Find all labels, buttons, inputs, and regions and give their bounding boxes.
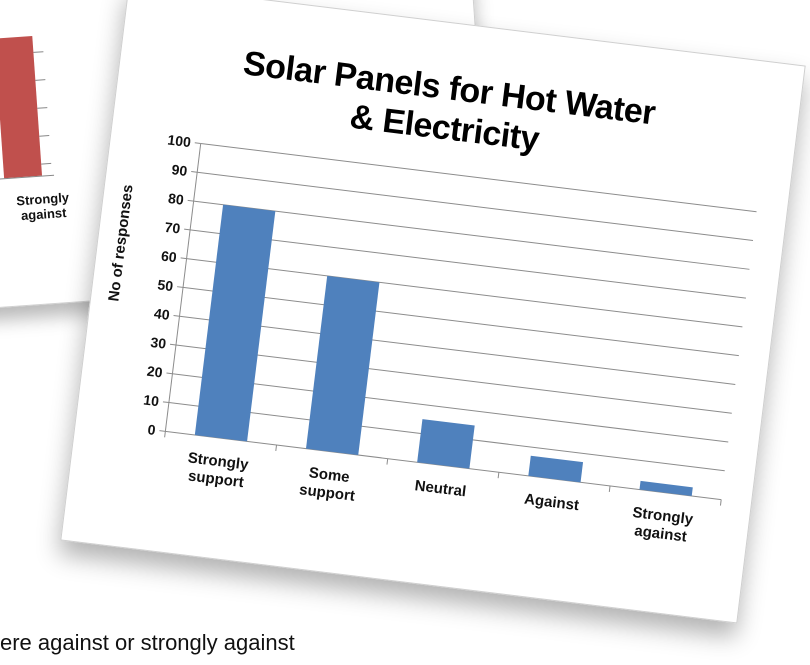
- y-gridline: [186, 258, 743, 328]
- y-tick-mark: [191, 171, 198, 173]
- y-tick-mark: [194, 142, 201, 144]
- slide-caption: ere against or strongly against: [0, 630, 295, 655]
- y-tick-mark: [184, 228, 191, 231]
- y-tick-label: 60: [160, 248, 178, 266]
- y-tick-mark: [173, 314, 180, 317]
- y-tick-label: 30: [150, 334, 168, 352]
- background-chart-gridline: [41, 162, 52, 165]
- x-tick-label-line: Some: [308, 464, 351, 486]
- bar: [639, 480, 693, 496]
- x-tick-mark: [608, 485, 611, 492]
- background-chart-bar: [0, 35, 43, 179]
- bar: [417, 419, 475, 469]
- y-tick-label: 0: [147, 421, 157, 438]
- y-tick-label: 20: [146, 363, 164, 381]
- y-tick-label: 40: [153, 305, 171, 323]
- bar: [528, 455, 584, 483]
- y-gridline: [175, 344, 732, 414]
- x-tick-label-line: support: [298, 481, 355, 505]
- x-tick-label: Stronglyagainst: [629, 504, 694, 546]
- y-gridline: [179, 315, 736, 385]
- x-tick-mark: [719, 499, 722, 506]
- y-gridline: [182, 286, 739, 357]
- y-tick-mark: [177, 286, 184, 288]
- bar-chart-plot: 0 10 20 30 40 50 60 70 80 90 100 Stronglysupport Som…: [143, 131, 757, 546]
- x-tick-mark: [386, 458, 389, 465]
- x-tick-mark: [497, 472, 500, 479]
- y-axis-line: [164, 143, 202, 432]
- y-tick-mark: [187, 199, 194, 202]
- x-tick-label: Stronglysupport: [185, 449, 250, 491]
- x-tick-label-line: Neutral: [414, 477, 467, 500]
- bar: [194, 204, 276, 442]
- y-tick-mark: [162, 401, 169, 404]
- x-tick-mark: [164, 431, 166, 438]
- bar: [305, 275, 380, 456]
- background-chart-category-label: Strongly against: [0, 188, 89, 224]
- background-chart-gridline: [37, 107, 48, 109]
- x-tick-label: Somesupport: [298, 463, 358, 505]
- x-tick-label-line: support: [187, 468, 244, 492]
- main-chart-card: Solar Panels for Hot Water & Electricity…: [60, 0, 806, 624]
- y-tick-label: 10: [143, 391, 161, 409]
- x-tick-label-line: Against: [523, 491, 580, 515]
- y-gridline: [190, 229, 746, 299]
- background-chart-gridline: [39, 135, 50, 137]
- background-chart-gridline: [33, 51, 44, 53]
- x-tick-label-line: against: [633, 522, 687, 545]
- x-tick-label: Neutral: [414, 477, 467, 500]
- y-tick-label: 80: [167, 190, 185, 208]
- y-gridline: [197, 171, 754, 242]
- y-tick-mark: [180, 257, 187, 260]
- y-gridline: [172, 373, 729, 443]
- y-tick-label: 50: [157, 276, 175, 294]
- y-gridline: [200, 143, 757, 213]
- x-tick-label: Against: [523, 491, 580, 515]
- y-tick-label: 90: [171, 161, 189, 179]
- background-chart-gridline: [35, 79, 46, 81]
- y-tick-mark: [169, 343, 177, 346]
- y-tick-label: 100: [167, 131, 192, 150]
- y-tick-mark: [166, 372, 173, 375]
- x-tick-mark: [275, 444, 278, 452]
- y-gridline: [193, 200, 750, 270]
- y-tick-label: 70: [164, 219, 182, 237]
- y-tick-mark: [159, 430, 166, 432]
